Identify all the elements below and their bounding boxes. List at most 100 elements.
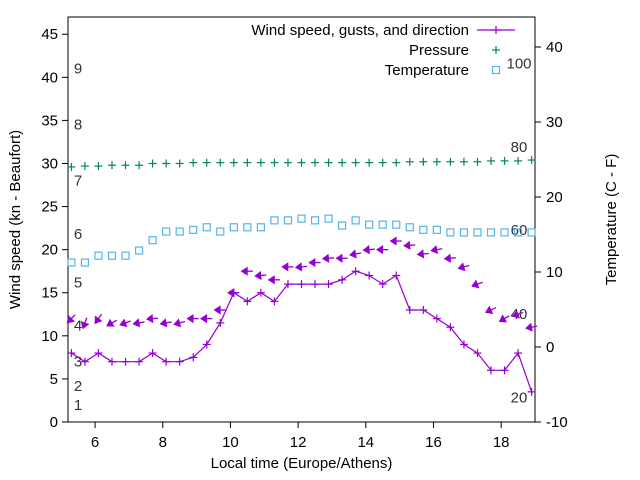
temperature-point	[243, 223, 252, 232]
temperature-point	[432, 225, 441, 234]
temperature-point	[351, 216, 360, 225]
beaufort-label: 5	[74, 274, 82, 291]
fahrenheit-label: 80	[511, 139, 528, 156]
wind-direction-arrow	[443, 253, 452, 263]
y-tick-label: 20	[41, 242, 58, 259]
x-tick-label: 6	[91, 434, 99, 451]
temperature-point	[134, 246, 144, 255]
beaufort-label: 4	[74, 317, 82, 334]
wind-direction-arrow	[525, 322, 533, 332]
wind-direction-arrow	[66, 315, 75, 324]
wind-direction-arrow	[457, 262, 466, 272]
x-tick-label: 16	[425, 434, 442, 451]
legend-label-1: Pressure	[409, 42, 469, 59]
wind-direction-arrow	[498, 314, 508, 323]
temperature-point	[94, 251, 103, 260]
temperature-point	[80, 258, 90, 267]
wind-direction-arrow	[213, 305, 221, 315]
wind-speed-line	[71, 270, 533, 393]
y2-tick-label: 0	[546, 339, 554, 356]
temperature-point	[446, 228, 455, 237]
wind-direction-arrow	[430, 245, 439, 255]
wind-direction-arrow	[254, 270, 262, 281]
wind-direction-arrow	[281, 262, 289, 272]
temperature-point	[121, 251, 130, 260]
wind-direction-arrow	[511, 309, 520, 319]
wind-direction-arrow	[80, 321, 90, 330]
temperature-point	[459, 228, 469, 237]
beaufort-label: 6	[74, 226, 82, 243]
x-tick-label: 8	[159, 434, 167, 451]
fahrenheit-label: 100	[506, 56, 531, 73]
wind-direction-arrow	[376, 245, 384, 255]
plot-frame	[67, 16, 536, 423]
temperature-point	[67, 258, 76, 267]
temperature-point	[256, 223, 265, 232]
wind-direction-arrow	[240, 266, 248, 276]
temperature-point	[513, 228, 523, 237]
x-tick-label: 10	[222, 434, 239, 451]
temperature-point	[500, 228, 509, 237]
beaufort-label: 3	[74, 354, 82, 371]
temperature-point	[297, 214, 306, 223]
y-tick-label: 40	[41, 69, 58, 86]
wind-direction-arrow	[389, 236, 397, 246]
y-axis-title: Wind speed (kn - Beaufort)	[7, 130, 24, 309]
y2-tick-label: 40	[546, 39, 563, 56]
beaufort-label: 2	[74, 378, 82, 395]
y-tick-label: 45	[41, 26, 58, 43]
temperature-point	[365, 220, 374, 229]
temperature-point	[405, 223, 414, 232]
temperature-point	[189, 225, 198, 234]
wind-direction-arrow	[106, 318, 115, 327]
temperature-point	[419, 225, 428, 234]
temperature-point	[283, 216, 293, 225]
legend-label-2: Temperature	[385, 62, 469, 79]
temperature-point	[324, 214, 333, 223]
wind-direction-arrow	[416, 249, 425, 259]
temperature-point	[270, 216, 279, 225]
wind-direction-arrow	[349, 249, 357, 259]
x-tick-label: 18	[493, 434, 510, 451]
legend-swatch-temperature	[491, 65, 501, 75]
temperature-point	[229, 223, 238, 232]
wind-direction-arrow	[94, 315, 103, 325]
y-tick-label: 5	[50, 371, 58, 388]
wind-direction-arrow	[321, 253, 330, 263]
wind-direction-arrow	[267, 275, 275, 285]
wind-direction-arrow	[471, 279, 480, 289]
y2-tick-label: 20	[546, 189, 563, 206]
beaufort-label: 7	[74, 173, 82, 190]
fahrenheit-label: 20	[511, 389, 528, 406]
beaufort-label: 1	[74, 397, 82, 414]
y-tick-label: 15	[41, 285, 58, 302]
temperature-point	[162, 227, 171, 236]
x-tick-label: 14	[357, 434, 374, 451]
temperature-point	[107, 251, 117, 260]
wind-direction-arrow	[200, 313, 208, 324]
y2-tick-label: -10	[546, 414, 568, 431]
y-tick-label: 35	[41, 112, 58, 129]
wind-direction-arrow	[145, 313, 154, 324]
y2-tick-label: 10	[546, 264, 563, 281]
y2-axis-title: Temperature (C - F)	[603, 154, 620, 286]
wind-direction-arrow	[335, 253, 343, 263]
temperature-point	[473, 228, 482, 237]
wind-direction-arrow	[132, 318, 141, 328]
x-axis-title: Local time (Europe/Athens)	[211, 455, 393, 472]
y-tick-label: 30	[41, 155, 58, 172]
legend-label-0: Wind speed, gusts, and direction	[251, 22, 469, 39]
x-tick-label: 12	[290, 434, 307, 451]
temperature-point	[527, 228, 536, 237]
beaufort-label: 8	[74, 117, 82, 134]
temperature-point	[486, 228, 496, 237]
temperature-point	[148, 236, 157, 245]
wind-direction-arrow	[119, 318, 128, 328]
wind-direction-arrow	[227, 288, 235, 298]
y-tick-label: 0	[50, 414, 58, 431]
wind-direction-arrow	[159, 318, 168, 328]
wind-direction-arrow	[308, 257, 316, 268]
y-tick-label: 10	[41, 328, 58, 345]
temperature-point	[202, 223, 211, 232]
